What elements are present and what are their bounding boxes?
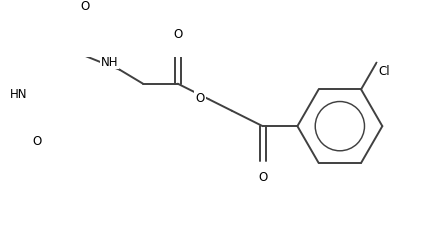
Text: NH: NH xyxy=(101,56,118,69)
Text: HN: HN xyxy=(10,87,27,100)
Text: O: O xyxy=(173,27,182,41)
Text: Cl: Cl xyxy=(378,65,390,78)
Text: O: O xyxy=(258,171,267,183)
Text: O: O xyxy=(195,92,205,105)
Text: O: O xyxy=(32,134,42,147)
Text: O: O xyxy=(80,0,90,13)
